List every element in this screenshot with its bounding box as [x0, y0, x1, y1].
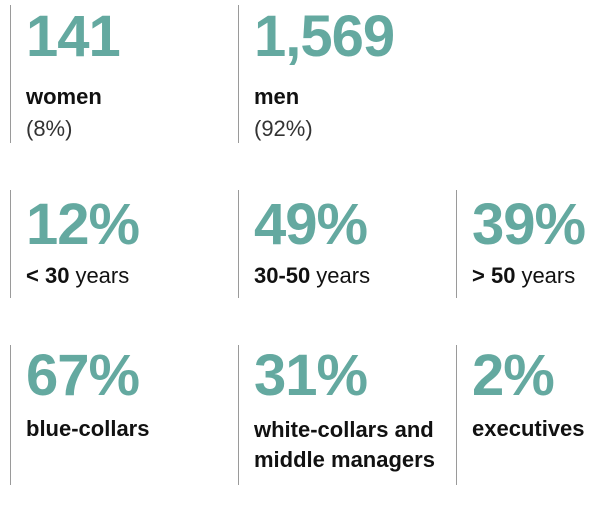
stat-number: 39%	[472, 192, 586, 257]
stat-label: < 30 years	[26, 262, 129, 290]
stat-note: (92%)	[254, 116, 313, 141]
label-bold: < 30	[26, 263, 70, 288]
label-bold: women	[26, 84, 102, 109]
label-bold: blue-collars	[26, 416, 150, 441]
stat-item: 1,569 men (92%)	[238, 5, 395, 143]
label-bold: executives	[472, 416, 585, 441]
stat-item: 141 women (8%)	[10, 5, 121, 143]
stat-label: women	[26, 83, 102, 111]
stat-number: 2%	[472, 343, 555, 408]
label-suffix: years	[521, 263, 576, 288]
stat-note: (8%)	[26, 116, 73, 141]
stat-item: 12% < 30 years	[10, 190, 140, 298]
stat-number: 67%	[26, 343, 140, 408]
stat-label: blue-collars	[26, 415, 149, 443]
stat-number: 49%	[254, 192, 368, 257]
stat-item: 39% > 50 years	[456, 190, 586, 298]
stat-number: 12%	[26, 192, 140, 257]
label-suffix: years	[75, 263, 130, 288]
stat-item: 49% 30-50 years	[238, 190, 370, 298]
stat-label: > 50 years	[472, 262, 575, 290]
stat-number: 31%	[254, 343, 368, 408]
stat-label: executives	[472, 415, 585, 443]
label-suffix: years	[316, 263, 371, 288]
stat-label: men	[254, 83, 299, 111]
stat-number: 141	[26, 4, 121, 69]
stat-label: white-collars and middle managers	[254, 415, 439, 475]
stat-item: 2% executives	[456, 345, 585, 485]
stat-label: 30-50 years	[254, 262, 370, 290]
label-bold: white-collars and middle managers	[254, 417, 435, 472]
stat-number: 1,569	[254, 4, 395, 69]
stat-item: 67% blue-collars	[10, 345, 149, 485]
stat-item: 31% white-collars and middle managers	[238, 345, 435, 485]
label-bold: men	[254, 84, 300, 109]
label-bold: 30-50	[254, 263, 311, 288]
label-bold: > 50	[472, 263, 516, 288]
